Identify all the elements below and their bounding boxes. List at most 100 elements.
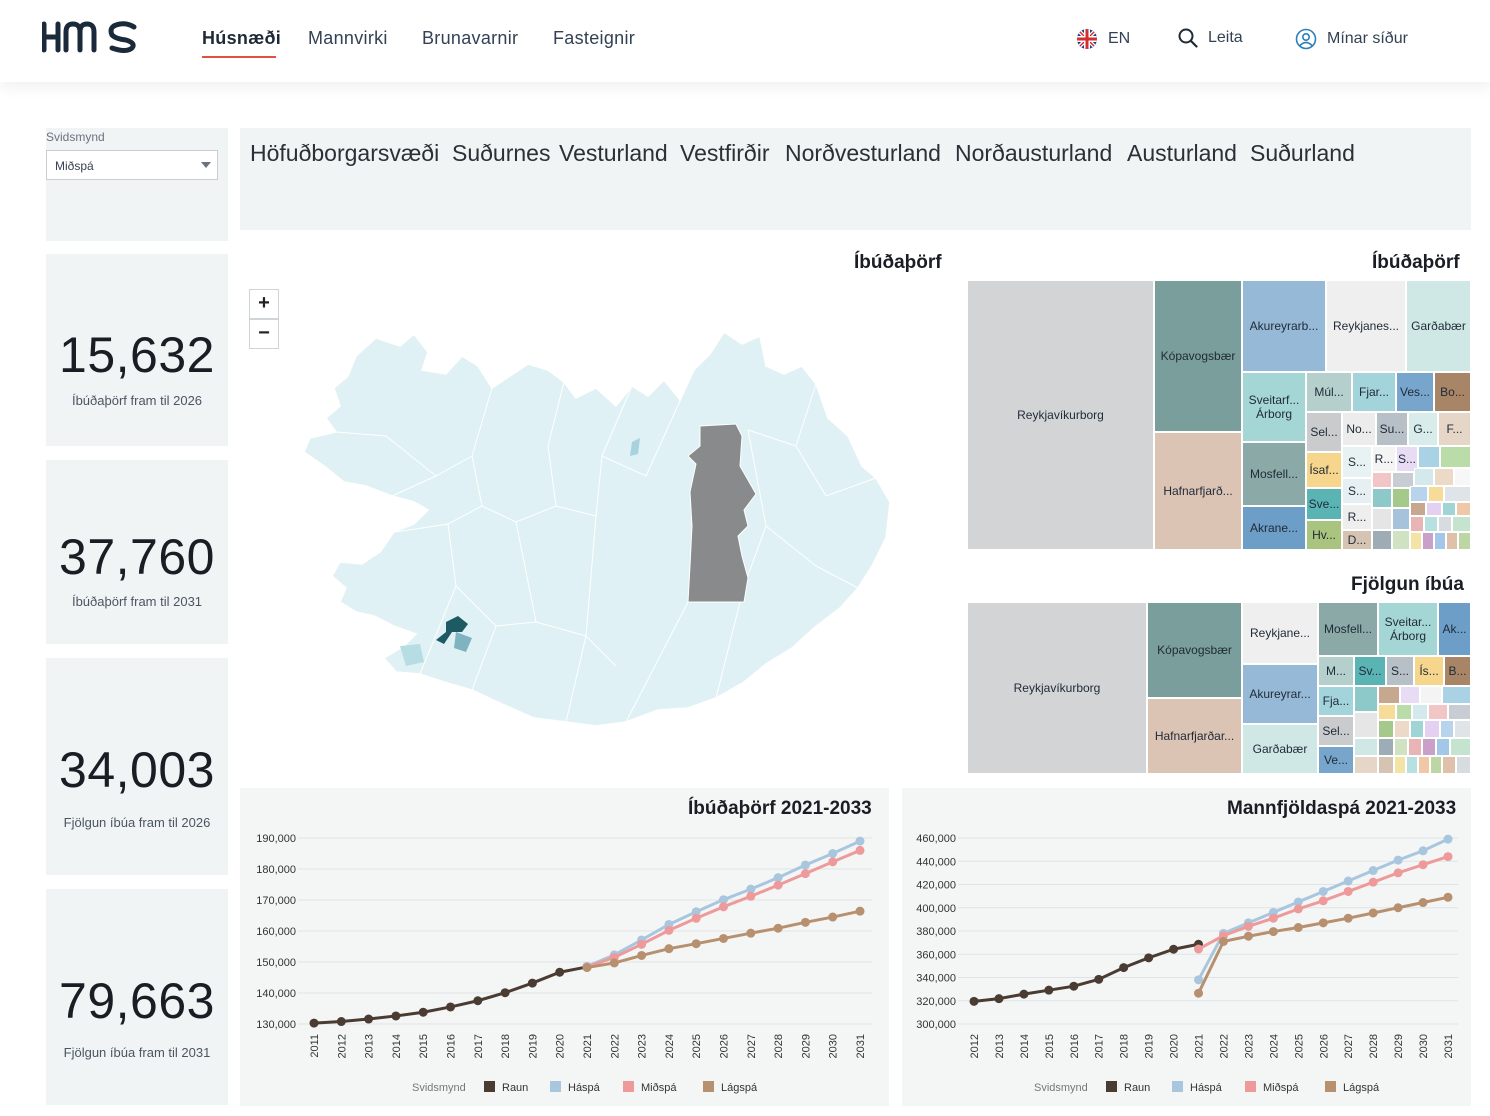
region-sudurnes[interactable]: Suðurnes <box>452 140 551 166</box>
treemap1-cell[interactable]: Fjar... <box>1352 372 1396 412</box>
treemap2-small-cell[interactable] <box>1378 738 1394 756</box>
treemap1-cell[interactable]: Bo... <box>1434 372 1471 412</box>
treemap1-small-cell[interactable] <box>1422 532 1434 550</box>
treemap2-cell[interactable]: Reykjavíkurborg <box>967 602 1147 774</box>
treemap1-small-cell[interactable] <box>1410 516 1424 532</box>
treemap1-cell[interactable]: Sveitarf... Árborg <box>1242 372 1306 442</box>
treemap2-cell[interactable]: S... <box>1386 656 1414 686</box>
treemap1-cell[interactable]: R... <box>1342 504 1372 530</box>
treemap2-small-cell[interactable] <box>1354 686 1378 712</box>
population-line-chart[interactable]: 300,000 320,000 340,000 360,000 380,000 400,0… <box>902 788 1471 1106</box>
treemap2-small-cell[interactable] <box>1442 686 1471 704</box>
treemap2-small-cell[interactable] <box>1410 720 1424 738</box>
treemap2-cell[interactable]: Sel... <box>1318 716 1354 746</box>
treemap2-small-cell[interactable] <box>1422 738 1436 756</box>
treemap1-cell[interactable]: F... <box>1438 412 1471 446</box>
region-austurland[interactable]: Austurland <box>1127 140 1237 166</box>
treemap1-cell[interactable]: R... <box>1372 446 1396 472</box>
treemap2-cell[interactable]: Kópavogsbær <box>1147 602 1242 698</box>
treemap2-small-cell[interactable] <box>1354 712 1378 738</box>
treemap2-small-cell[interactable] <box>1378 686 1400 704</box>
nav-mannvirki[interactable]: Mannvirki <box>308 28 388 48</box>
map-region-capital-outer[interactable] <box>454 632 472 652</box>
treemap1-small-cell[interactable] <box>1392 530 1410 550</box>
treemap1-cell[interactable]: No... <box>1342 412 1376 446</box>
treemap1-small-cell[interactable] <box>1392 488 1410 508</box>
treemap1-small-cell[interactable] <box>1440 446 1471 468</box>
treemap2-cell[interactable]: Fja... <box>1318 686 1354 716</box>
treemap1-small-cell[interactable] <box>1454 468 1471 486</box>
map-region-small[interactable] <box>630 438 640 456</box>
treemap1-small-cell[interactable] <box>1442 502 1456 516</box>
housing-need-line-chart[interactable]: 130,000 140,000 150,000 160,000 170,000 180,0… <box>240 788 889 1106</box>
treemap1-small-cell[interactable] <box>1372 530 1392 550</box>
treemap2-small-cell[interactable] <box>1396 704 1412 720</box>
treemap1-small-cell[interactable] <box>1372 472 1392 488</box>
search-link[interactable]: Leita <box>1178 28 1243 48</box>
treemap1-cell[interactable]: G... <box>1408 412 1438 446</box>
region-sudurland[interactable]: Suðurland <box>1250 140 1355 166</box>
treemap2-small-cell[interactable] <box>1420 686 1442 704</box>
region-vesturland[interactable]: Vesturland <box>559 140 668 166</box>
treemap2-cell[interactable]: Akureyrar... <box>1242 664 1318 724</box>
treemap2-cell[interactable]: Hafnarfjarðar... <box>1147 698 1242 774</box>
map-region-capital[interactable] <box>436 616 468 644</box>
map-region-mainland[interactable] <box>303 330 891 727</box>
treemap1-small-cell[interactable] <box>1418 446 1440 468</box>
treemap1-cell[interactable]: Hv... <box>1306 520 1342 550</box>
treemap2-small-cell[interactable] <box>1394 738 1408 756</box>
nav-husnaedi[interactable]: Húsnæði <box>202 28 282 48</box>
treemap2-small-cell[interactable] <box>1440 720 1454 738</box>
treemap1-small-cell[interactable] <box>1438 516 1452 532</box>
treemap2-small-cell[interactable] <box>1400 686 1420 704</box>
treemap1-cell[interactable]: S... <box>1396 446 1418 472</box>
treemap2-cell[interactable]: Reykjane... <box>1242 602 1318 664</box>
treemap2-cell[interactable]: Sveitar... Árborg <box>1378 602 1438 656</box>
zoom-out-button[interactable]: − <box>249 319 279 349</box>
treemap2-small-cell[interactable] <box>1436 738 1450 756</box>
treemap2-small-cell[interactable] <box>1456 756 1471 774</box>
treemap1-cell[interactable]: Múl... <box>1306 372 1352 412</box>
treemap1-small-cell[interactable] <box>1410 532 1422 550</box>
treemap2-cell[interactable]: Mosfell... <box>1318 602 1378 656</box>
treemap2-cell[interactable]: Garðabær <box>1242 724 1318 774</box>
hms-logo[interactable] <box>42 20 140 54</box>
treemap1-cell[interactable]: Ísaf... <box>1306 452 1342 488</box>
treemap1-small-cell[interactable] <box>1446 532 1458 550</box>
account-link[interactable]: Mínar síður <box>1295 28 1408 50</box>
treemap1-small-cell[interactable] <box>1434 532 1446 550</box>
nav-fasteignir[interactable]: Fasteignir <box>553 28 636 48</box>
treemap2-small-cell[interactable] <box>1394 756 1406 774</box>
treemap1-small-cell[interactable] <box>1434 468 1454 486</box>
treemap2-small-cell[interactable] <box>1378 756 1394 774</box>
treemap1-small-cell[interactable] <box>1410 486 1428 502</box>
treemap1-small-cell[interactable] <box>1392 508 1410 530</box>
treemap2-cell[interactable]: M... <box>1318 656 1354 686</box>
treemap1-small-cell[interactable] <box>1372 488 1392 508</box>
treemap1-small-cell[interactable] <box>1458 532 1471 550</box>
treemap2-small-cell[interactable] <box>1448 704 1471 720</box>
treemap2-cell[interactable]: B... <box>1444 656 1471 686</box>
scenario-select[interactable]: Miðspá <box>46 150 218 180</box>
treemap2-small-cell[interactable] <box>1418 756 1430 774</box>
treemap2-small-cell[interactable] <box>1412 704 1428 720</box>
map-region-reykjanes[interactable] <box>400 644 424 666</box>
treemap2-small-cell[interactable] <box>1378 704 1396 720</box>
treemap2-cell[interactable]: Ís... <box>1414 656 1444 686</box>
treemap1-small-cell[interactable] <box>1428 486 1444 502</box>
treemap1-cell[interactable]: Reykjavíkurborg <box>967 280 1154 550</box>
treemap1-small-cell[interactable] <box>1456 502 1471 516</box>
region-hofudborgarsvaedi[interactable]: Höfuðborgarsvæði <box>250 140 440 166</box>
treemap1-small-cell[interactable] <box>1444 486 1471 502</box>
treemap2-cell[interactable]: Sv... <box>1354 656 1386 686</box>
treemap1-cell[interactable]: Kópavogsbær <box>1154 280 1242 432</box>
treemap1-cell[interactable]: Ves... <box>1396 372 1434 412</box>
treemap1-cell[interactable]: Hafnarfjarð... <box>1154 432 1242 550</box>
treemap1-cell[interactable]: Sve... <box>1306 488 1342 520</box>
treemap2-small-cell[interactable] <box>1430 756 1442 774</box>
treemap2-small-cell[interactable] <box>1354 756 1378 774</box>
treemap1-cell[interactable]: Reykjanes... <box>1326 280 1406 372</box>
treemap1-small-cell[interactable] <box>1424 516 1438 532</box>
treemap2-cell[interactable]: Ve... <box>1318 746 1354 774</box>
map-region-highlight-grey[interactable] <box>687 423 757 603</box>
